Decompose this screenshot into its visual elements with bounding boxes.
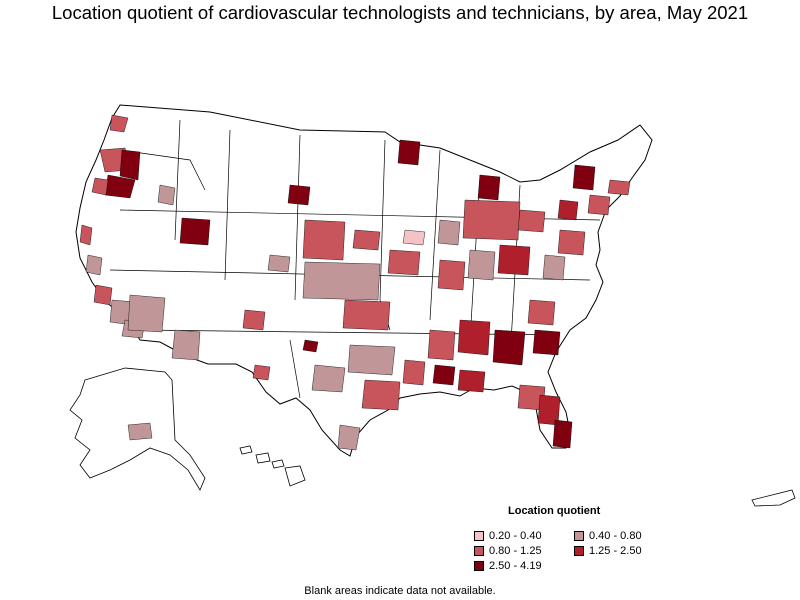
- legend-item-0-80-1-25: 0.80 - 1.25: [474, 545, 542, 557]
- legend-item-2-50-4-19: 2.50 - 4.19: [474, 560, 542, 572]
- alaska-shaded-area: [127, 422, 153, 441]
- legend-item-0-40-0-80: 0.40 - 0.80: [574, 530, 642, 542]
- legend-item-1-25-2-50: 1.25 - 2.50: [574, 545, 642, 557]
- map-title: Location quotient of cardiovascular tech…: [51, 2, 749, 23]
- legend-title: Location quotient: [508, 505, 601, 517]
- legend-swatch: [474, 561, 484, 571]
- legend-label: 1.25 - 2.50: [589, 545, 642, 557]
- legend-swatch: [574, 531, 584, 541]
- legend-label: 0.80 - 1.25: [489, 545, 542, 557]
- legend-label: 2.50 - 4.19: [489, 560, 542, 572]
- no-data-note: Blank areas indicate data not available.: [304, 585, 496, 597]
- legend-swatch: [474, 531, 484, 541]
- legend-label: 0.40 - 0.80: [589, 530, 642, 542]
- legend-swatch: [474, 546, 484, 556]
- legend-item-0-20-0-40: 0.20 - 0.40: [474, 530, 542, 542]
- legend-swatch: [574, 546, 584, 556]
- hawaii-islands: [239, 445, 306, 487]
- shaded-areas: [79, 114, 631, 451]
- puerto-rico-outline: [751, 489, 796, 507]
- legend-label: 0.20 - 0.40: [489, 530, 542, 542]
